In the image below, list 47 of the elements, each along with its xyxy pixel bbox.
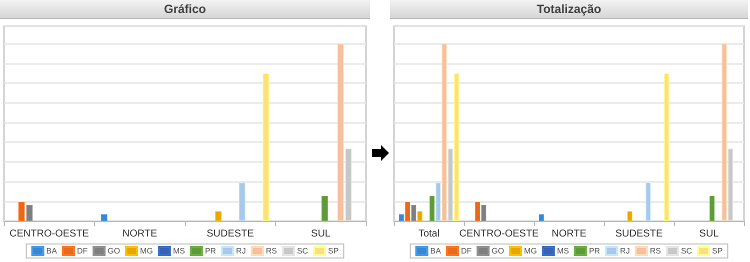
x-tick-label: SUL bbox=[311, 228, 331, 240]
legend-label: SP bbox=[712, 246, 723, 256]
bar bbox=[442, 44, 447, 221]
chart-title: Totalização bbox=[390, 0, 748, 19]
bar bbox=[722, 44, 727, 221]
bar bbox=[405, 202, 410, 221]
legend-label: DF bbox=[460, 246, 472, 256]
bar bbox=[475, 202, 480, 221]
legend-label: DF bbox=[76, 246, 88, 256]
chart-title: Gráfico bbox=[0, 0, 370, 19]
legend-label: GO bbox=[492, 246, 504, 256]
bar bbox=[664, 73, 670, 221]
x-tick-label: CENTRO-OESTE bbox=[459, 228, 540, 240]
bar bbox=[398, 214, 404, 221]
legend-label: BA bbox=[46, 246, 58, 256]
bar bbox=[417, 211, 422, 221]
bar bbox=[481, 205, 486, 221]
legend-label: BA bbox=[430, 246, 442, 256]
bar bbox=[646, 182, 651, 221]
legend-label: MG bbox=[140, 246, 153, 256]
x-tick-label: CENTRO-OESTE bbox=[10, 228, 90, 240]
legend-label: SP bbox=[328, 246, 339, 256]
legend-label: PR bbox=[204, 246, 216, 256]
legend-label: RJ bbox=[236, 246, 246, 256]
bar bbox=[627, 211, 632, 221]
bar bbox=[430, 196, 435, 221]
legend-label: PR bbox=[588, 246, 600, 256]
bar bbox=[710, 196, 715, 221]
x-tick-label: Total bbox=[418, 228, 440, 240]
legend-label: MS bbox=[172, 246, 185, 256]
x-tick-label: SUDESTE bbox=[206, 228, 254, 240]
x-tick-label: NORTE bbox=[552, 228, 587, 240]
bar bbox=[538, 214, 544, 221]
x-tick-label: NORTE bbox=[122, 228, 158, 240]
legend-label: MG bbox=[524, 246, 537, 256]
bar bbox=[454, 73, 460, 221]
x-tick-label: SUDESTE bbox=[615, 228, 663, 240]
legend-label: MS bbox=[556, 246, 569, 256]
legend-label: SC bbox=[296, 246, 308, 256]
x-tick-label: SUL bbox=[699, 228, 720, 240]
bar bbox=[411, 205, 416, 221]
legend-label: RS bbox=[266, 246, 277, 256]
legend-label: RS bbox=[650, 246, 661, 256]
bar bbox=[436, 182, 441, 221]
legend-label: SC bbox=[680, 246, 692, 256]
legend-label: GO bbox=[108, 246, 120, 256]
legend-label: RJ bbox=[620, 246, 630, 256]
